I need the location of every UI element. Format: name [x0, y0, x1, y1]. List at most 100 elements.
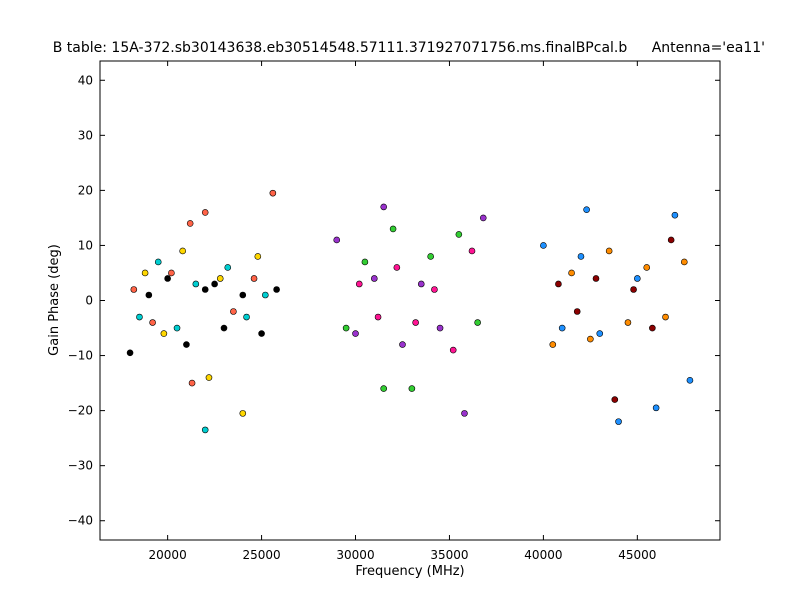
- data-point: [479, 214, 487, 222]
- data-point: [587, 335, 594, 343]
- data-point: [399, 341, 406, 348]
- data-point: [201, 426, 209, 434]
- data-point: [183, 341, 190, 348]
- y-tick-label: −10: [68, 349, 93, 363]
- data-point: [333, 236, 341, 244]
- y-tick-label: −30: [68, 459, 93, 473]
- data-point: [374, 313, 382, 321]
- data-point: [431, 286, 438, 293]
- data-point: [649, 324, 656, 332]
- data-point: [173, 324, 181, 332]
- chart-title: B table: 15A-372.sb30143638.eb30514548.5…: [53, 40, 628, 56]
- data-point: [667, 236, 675, 244]
- data-point: [258, 330, 265, 337]
- data-point: [393, 264, 401, 271]
- data-point: [634, 275, 641, 282]
- data-points: [126, 189, 694, 434]
- data-point: [130, 286, 138, 293]
- data-point: [412, 319, 419, 326]
- data-point: [224, 264, 232, 271]
- data-point: [262, 291, 269, 299]
- data-point: [389, 225, 397, 233]
- data-point: [179, 247, 186, 255]
- data-point: [662, 313, 669, 321]
- data-point: [540, 242, 547, 249]
- data-point: [201, 209, 209, 216]
- data-point: [427, 253, 434, 260]
- data-point: [592, 275, 600, 282]
- x-tick-label: 40000: [524, 548, 562, 562]
- data-point: [615, 418, 622, 425]
- data-point: [468, 247, 476, 255]
- data-point: [168, 269, 175, 277]
- y-tick-label: −20: [68, 404, 93, 418]
- data-point: [149, 319, 156, 326]
- data-point: [126, 349, 134, 357]
- data-point: [449, 346, 457, 354]
- data-point: [136, 313, 143, 321]
- x-axis: 20000 25000 30000 35000 40000 45000: [149, 61, 656, 562]
- data-point: [671, 211, 679, 219]
- data-point: [408, 385, 416, 392]
- data-point: [361, 258, 369, 266]
- y-axis: −40 −30 −20 −10 0 10 20 30 40: [68, 73, 720, 528]
- data-point: [216, 275, 224, 282]
- data-point: [192, 280, 200, 288]
- data-point: [370, 275, 378, 282]
- data-point: [630, 286, 637, 293]
- data-point: [239, 410, 247, 417]
- data-point: [686, 377, 694, 384]
- antenna-annotation: Antenna='ea11': [652, 40, 765, 56]
- data-point: [239, 291, 247, 299]
- data-point: [352, 330, 359, 337]
- data-point: [380, 385, 388, 392]
- plot-frame: [99, 60, 721, 541]
- data-point: [254, 253, 262, 260]
- data-point: [273, 286, 280, 293]
- data-point: [573, 308, 581, 315]
- data-point: [436, 324, 444, 332]
- y-tick-label: 20: [78, 183, 93, 197]
- data-point: [605, 247, 613, 255]
- data-point: [558, 324, 566, 332]
- data-point: [230, 308, 237, 315]
- data-point: [355, 280, 363, 288]
- data-point: [205, 374, 213, 381]
- y-axis-label: Gain Phase (deg): [47, 244, 62, 356]
- x-tick-label: 25000: [242, 548, 280, 562]
- data-point: [577, 253, 585, 260]
- x-tick-label: 45000: [618, 548, 656, 562]
- data-point: [380, 203, 388, 211]
- data-point: [680, 258, 688, 266]
- data-point: [154, 258, 162, 266]
- data-point: [243, 313, 250, 321]
- x-tick-label: 30000: [336, 548, 374, 562]
- data-point: [160, 330, 168, 337]
- data-point: [342, 324, 350, 332]
- data-point: [474, 319, 481, 326]
- x-tick-label: 35000: [430, 548, 468, 562]
- data-point: [652, 404, 660, 412]
- x-axis-label: Frequency (MHz): [355, 564, 464, 579]
- data-point: [643, 264, 651, 271]
- y-tick-label: 30: [78, 128, 93, 142]
- data-point: [596, 330, 604, 337]
- data-point: [141, 269, 149, 277]
- data-point: [201, 286, 209, 293]
- data-point: [624, 319, 632, 326]
- data-point: [611, 396, 619, 403]
- data-point: [555, 280, 562, 288]
- data-point: [164, 275, 171, 282]
- data-point: [417, 280, 425, 288]
- data-point: [549, 341, 557, 348]
- data-point: [211, 280, 218, 288]
- data-point: [461, 410, 468, 417]
- data-point: [145, 291, 153, 299]
- y-tick-label: 40: [78, 73, 93, 87]
- data-point: [186, 220, 194, 227]
- data-point: [568, 269, 575, 277]
- x-tick-label: 20000: [149, 548, 187, 562]
- y-tick-label: 10: [78, 238, 93, 252]
- data-point: [250, 275, 258, 282]
